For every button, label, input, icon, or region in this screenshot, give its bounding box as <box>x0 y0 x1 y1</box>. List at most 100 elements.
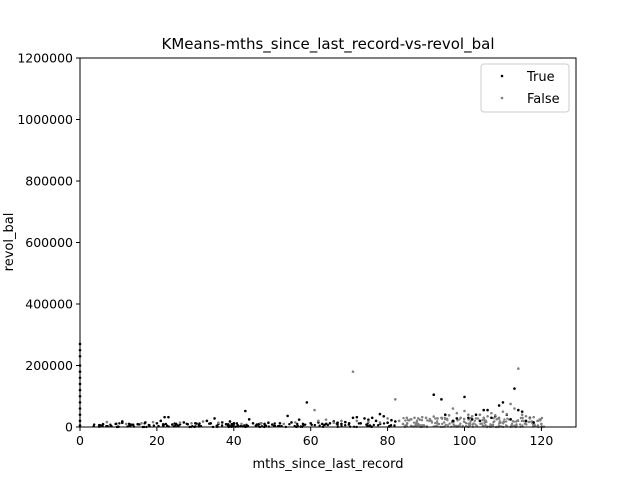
data-point-true <box>336 421 339 424</box>
data-point-true <box>209 422 213 425</box>
data-point-true <box>255 423 259 426</box>
data-point-false <box>404 419 407 422</box>
data-point-false <box>492 417 495 420</box>
data-point-true <box>325 422 328 425</box>
data-point-false <box>478 413 482 417</box>
data-point-false <box>469 420 472 423</box>
data-point-true <box>230 422 233 426</box>
data-point-true <box>213 417 216 420</box>
data-point-true <box>368 424 372 427</box>
data-point-true <box>490 416 493 420</box>
data-point-false <box>473 419 477 423</box>
data-point-false <box>282 422 286 426</box>
y-tick-label: 1000000 <box>17 112 73 127</box>
data-point-false <box>446 417 449 421</box>
data-point-true <box>463 395 466 399</box>
data-point-false <box>434 417 437 420</box>
data-point-false <box>448 422 451 425</box>
data-point-true <box>443 413 447 417</box>
data-point-false <box>432 415 436 418</box>
data-point-false <box>458 424 461 427</box>
data-point-false <box>317 419 320 423</box>
x-axis: 0 20 40 60 80 100 120 <box>76 427 553 448</box>
data-point-true <box>390 418 393 422</box>
data-point-true <box>232 424 235 427</box>
data-point-false <box>521 417 524 420</box>
data-point-false <box>540 422 543 426</box>
data-point-false <box>524 414 528 418</box>
data-point-false <box>497 416 501 420</box>
y-tick-label: 1200000 <box>17 51 73 66</box>
data-point-true <box>486 408 489 412</box>
data-point-true <box>232 422 236 425</box>
data-point-true <box>273 422 276 425</box>
data-point-false <box>459 416 462 420</box>
data-point-false <box>493 420 496 423</box>
data-point-true <box>220 421 224 424</box>
data-point-false <box>428 417 432 421</box>
data-point-false <box>440 416 443 420</box>
data-point-false <box>532 415 536 419</box>
data-point-false <box>259 422 263 425</box>
data-point-true <box>118 422 121 425</box>
data-point-true <box>313 423 317 427</box>
y-tick-label: 400000 <box>25 297 73 312</box>
data-point-true <box>186 422 189 426</box>
data-point-false <box>217 421 220 424</box>
data-point-false <box>517 367 520 370</box>
data-point-false <box>464 422 468 425</box>
data-point-false <box>510 422 514 426</box>
data-point-false <box>393 398 397 401</box>
data-point-false <box>415 419 419 422</box>
data-point-true <box>170 423 174 426</box>
data-point-true <box>451 419 455 423</box>
x-tick-label: 40 <box>226 433 242 448</box>
data-point-false <box>436 422 439 425</box>
data-point-false <box>486 414 489 418</box>
data-point-false <box>443 417 447 421</box>
data-point-false <box>294 421 297 424</box>
data-point-true <box>136 422 139 426</box>
data-point-true <box>301 422 305 426</box>
data-point-true <box>220 424 224 427</box>
legend: True False <box>480 63 570 113</box>
data-point-true <box>474 413 478 417</box>
data-point-true <box>267 421 270 424</box>
data-point-false <box>340 419 343 423</box>
x-tick-label: 120 <box>529 433 553 448</box>
x-tick-label: 80 <box>380 433 396 448</box>
data-point-true <box>326 423 330 427</box>
data-point-false <box>124 422 128 426</box>
y-axis-label: revol_bal <box>2 213 17 272</box>
data-point-true <box>336 423 339 427</box>
data-point-false <box>501 410 505 413</box>
data-point-false <box>515 420 518 423</box>
data-point-false <box>463 409 466 413</box>
data-point-false <box>140 422 143 425</box>
data-point-true <box>303 423 307 426</box>
y-tick-label: 600000 <box>25 235 73 250</box>
data-point-false <box>324 418 328 421</box>
data-point-true <box>318 424 321 427</box>
data-point-true <box>367 418 370 421</box>
data-point-false <box>528 417 532 420</box>
data-point-false <box>454 424 458 428</box>
data-point-false <box>520 413 524 417</box>
data-point-true <box>309 422 312 425</box>
legend-label-false: False <box>527 92 560 107</box>
data-point-true <box>509 418 512 421</box>
data-point-true <box>497 404 501 407</box>
data-point-true <box>164 422 168 426</box>
data-point-true <box>227 422 230 426</box>
data-point-true <box>328 422 332 425</box>
data-point-false <box>420 418 424 422</box>
data-point-true <box>347 422 351 425</box>
data-point-false <box>493 414 497 417</box>
data-point-true <box>101 422 105 426</box>
data-point-false <box>482 416 486 420</box>
data-point-true <box>270 423 274 426</box>
data-point-true <box>355 415 359 419</box>
data-point-true <box>513 387 516 390</box>
data-point-false <box>540 416 544 420</box>
